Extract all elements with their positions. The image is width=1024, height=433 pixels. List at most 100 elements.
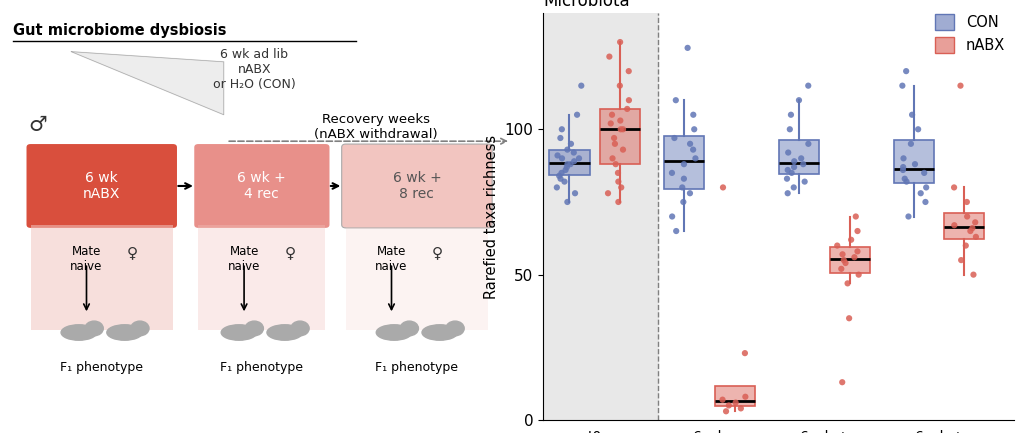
Point [721,402,737,409]
Point [685,111,701,118]
Point [797,178,813,185]
Point [895,167,911,174]
Text: 6 wk +
4 rec: 6 wk + 4 rec [238,171,287,201]
Point [602,120,618,127]
Point [612,39,629,45]
Point [967,219,983,226]
Point [607,161,624,168]
Point [946,222,963,229]
Point [918,198,934,205]
Point [567,190,584,197]
Point [894,82,910,89]
Point [785,164,802,171]
Text: 6 wk ad lib
nABX
or H₂O (CON): 6 wk ad lib nABX or H₂O (CON) [213,48,296,90]
Circle shape [291,321,309,336]
Point [549,152,565,159]
Ellipse shape [106,325,142,340]
Point [559,161,575,168]
Point [836,257,852,264]
Circle shape [445,321,464,336]
Point [843,236,859,243]
Point [904,111,921,118]
PathPatch shape [665,136,705,189]
Point [897,175,913,182]
Point [732,405,749,412]
Point [841,315,857,322]
Point [682,140,698,147]
Point [958,198,975,205]
Point [907,161,924,168]
Point [559,164,575,171]
Point [786,158,803,165]
Point [840,280,856,287]
Point [834,265,850,272]
FancyBboxPatch shape [195,144,330,228]
Circle shape [85,321,103,336]
Point [779,167,796,174]
Text: 6 wk
nABX: 6 wk nABX [83,171,121,201]
Text: F₁ phenotype: F₁ phenotype [220,361,303,374]
Text: ♂: ♂ [29,115,47,135]
Text: Microbiota: Microbiota [543,0,630,10]
Point [781,126,798,133]
Point [779,175,796,182]
Point [900,213,916,220]
Point [607,140,624,147]
Point [910,126,927,133]
Point [780,149,797,156]
Point [554,126,570,133]
Legend: CON, nABX: CON, nABX [930,8,1011,59]
Point [668,97,684,103]
Point [737,393,754,400]
Point [779,190,796,197]
Point [554,155,570,162]
FancyBboxPatch shape [27,144,177,228]
Point [569,111,586,118]
Point [621,68,637,74]
Point [565,149,582,156]
Point [552,175,568,182]
Point [916,169,933,176]
Point [783,169,800,176]
Ellipse shape [376,325,412,340]
Text: ♀: ♀ [285,245,295,260]
Point [552,135,568,142]
Point [791,97,807,103]
Ellipse shape [267,325,302,340]
Point [895,155,911,162]
Point [566,158,583,165]
Point [553,169,569,176]
Point [612,126,629,133]
Point [680,45,696,52]
FancyBboxPatch shape [31,225,173,330]
Point [614,146,631,153]
Text: F₁ phenotype: F₁ phenotype [376,361,459,374]
Point [849,228,865,235]
Y-axis label: Rarefied taxa richness: Rarefied taxa richness [484,134,499,299]
Point [800,82,816,89]
Point [573,82,590,89]
Point [715,184,731,191]
Point [957,242,974,249]
Point [834,379,850,386]
Point [563,140,580,147]
Point [676,161,692,168]
Ellipse shape [61,325,96,340]
Point [846,254,862,261]
Text: ♀: ♀ [432,245,442,260]
Point [838,259,854,266]
Point [715,396,731,403]
Point [685,146,701,153]
Point [618,106,635,113]
Point [611,82,628,89]
Point [609,169,626,176]
PathPatch shape [550,150,590,175]
Point [687,155,703,162]
Point [668,228,684,235]
PathPatch shape [894,140,934,183]
PathPatch shape [779,140,819,174]
FancyBboxPatch shape [342,144,493,228]
Point [968,233,984,240]
Bar [543,13,657,420]
Point [570,155,587,162]
